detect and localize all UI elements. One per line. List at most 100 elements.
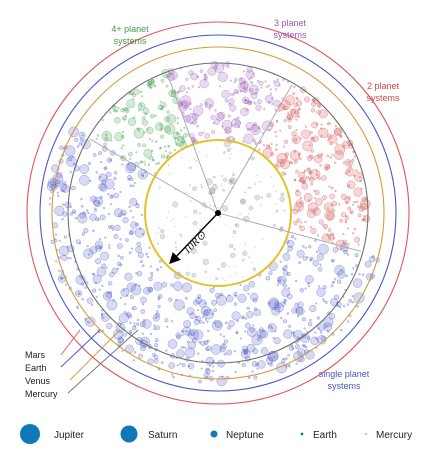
planet-dot-multi3: [191, 138, 197, 143]
planet-dot-multi2: [344, 197, 351, 203]
planet-dot-multi3: [236, 116, 240, 120]
planet-dot-single: [72, 162, 76, 166]
planet-dot-interior: [251, 261, 253, 264]
planet-dot-single: [309, 318, 312, 322]
planet-dot-single: [102, 316, 105, 319]
planet-dot-multi2: [326, 207, 330, 210]
orbit-ring-venus: [51, 46, 385, 380]
orbit-label-mercury: Mercury: [25, 389, 58, 399]
planet-dot-multi2: [282, 145, 286, 148]
planet-dot-single: [141, 332, 145, 335]
planet-dot-interior: [231, 147, 233, 150]
planet-dot-single: [189, 312, 196, 320]
planet-dot-multi2: [335, 142, 338, 145]
planet-dot-interior: [229, 243, 234, 249]
planet-dot-multi4: [160, 78, 165, 83]
planet-dot-single: [119, 238, 122, 241]
planet-dot-interior: [189, 166, 192, 170]
planet-dot-single: [209, 287, 215, 294]
planet-dot-single: [157, 304, 161, 308]
planet-dot-multi3: [242, 140, 245, 143]
planet-dot-single: [227, 294, 230, 297]
planet-dot-single: [141, 264, 145, 268]
planet-dot-single: [173, 299, 185, 311]
planet-dot-multi2: [343, 161, 347, 165]
planet-dot-single: [131, 325, 137, 331]
planet-dot-multi2: [363, 215, 366, 218]
planet-dot-single: [217, 359, 225, 368]
planet-dot-multi4: [120, 147, 123, 150]
planet-dot-multi3: [215, 112, 225, 122]
planet-dot-multi2: [309, 177, 312, 180]
planet-dot-multi2: [342, 239, 348, 245]
group-label-4plus-line1: 4+ planet: [111, 24, 149, 34]
planet-dot-single: [355, 304, 359, 308]
planet-dot-multi2: [293, 159, 298, 164]
planet-dot-multi2: [344, 219, 347, 222]
planet-dot-interior: [184, 191, 187, 194]
planet-dot-multi4: [154, 85, 157, 88]
leader-mars: [60, 329, 81, 356]
planet-dot-multi4: [146, 126, 154, 135]
planet-dot-interior: [232, 235, 235, 238]
planet-dot-multi2: [274, 130, 277, 134]
planet-dot-multi2: [327, 134, 333, 140]
planet-dot-single: [117, 254, 120, 258]
planet-dot-single: [226, 295, 234, 303]
planet-dot-single: [153, 281, 163, 291]
planet-dot-multi2: [284, 95, 296, 106]
sector-dividers: [89, 73, 362, 252]
planet-dot-single: [127, 177, 131, 181]
planet-dot-single: [109, 203, 112, 206]
planet-dot-single: [91, 303, 94, 306]
planet-dot-single: [105, 266, 108, 269]
group-label-single-line2: systems: [327, 381, 361, 391]
planet-dot-multi3: [186, 113, 197, 124]
planet-dot-single: [107, 291, 110, 294]
planet-dot-multi4: [150, 155, 154, 159]
planet-dot-single: [228, 320, 235, 327]
planet-dot-single: [155, 325, 160, 330]
planet-dot-multi4: [168, 151, 172, 155]
planet-dot-multi2: [346, 227, 350, 230]
planet-dot-single: [351, 295, 354, 298]
planet-dot-multi2: [287, 114, 294, 121]
planet-dot-interior: [242, 258, 245, 261]
planet-dot-single: [76, 145, 80, 148]
planet-dot-interior: [220, 185, 222, 187]
planet-dot-interior: [175, 249, 177, 251]
planet-dot-interior: [179, 233, 182, 236]
planet-dot-single: [86, 245, 89, 248]
planet-dot-single: [132, 306, 137, 311]
planet-dot-multi2: [275, 135, 278, 138]
planet-dot-single: [255, 362, 260, 367]
planet-dot-single: [153, 324, 156, 327]
planet-dot-interior: [283, 209, 286, 212]
planet-dot-single: [171, 373, 174, 376]
planet-dot-single: [318, 243, 329, 255]
planet-dot-single: [203, 308, 214, 320]
planet-dot-multi3: [218, 85, 221, 88]
planet-dot-single: [107, 193, 110, 196]
planet-dot-single: [150, 332, 153, 336]
planet-dot-single: [94, 207, 97, 210]
planet-dot-interior: [244, 191, 247, 194]
planet-dot-multi2: [310, 101, 317, 107]
planet-dot-single: [101, 263, 107, 269]
planet-dot-single: [286, 312, 290, 315]
planet-dot-multi2: [270, 152, 274, 156]
planet-dot-single: [185, 330, 188, 333]
planet-dot-multi2: [329, 193, 335, 200]
planet-dot-multi2: [332, 237, 335, 240]
planet-dot-single: [304, 246, 307, 249]
planet-dot-multi4: [124, 107, 129, 112]
planet-dot-multi3: [179, 85, 186, 92]
planet-dot-single: [164, 318, 169, 323]
planet-dot-single: [77, 292, 81, 296]
planet-dot-single: [281, 288, 290, 297]
planet-dot-multi3: [197, 86, 201, 89]
planet-dot-interior: [180, 235, 183, 238]
planet-dot-single: [168, 362, 175, 369]
planet-dot-single: [140, 296, 147, 304]
